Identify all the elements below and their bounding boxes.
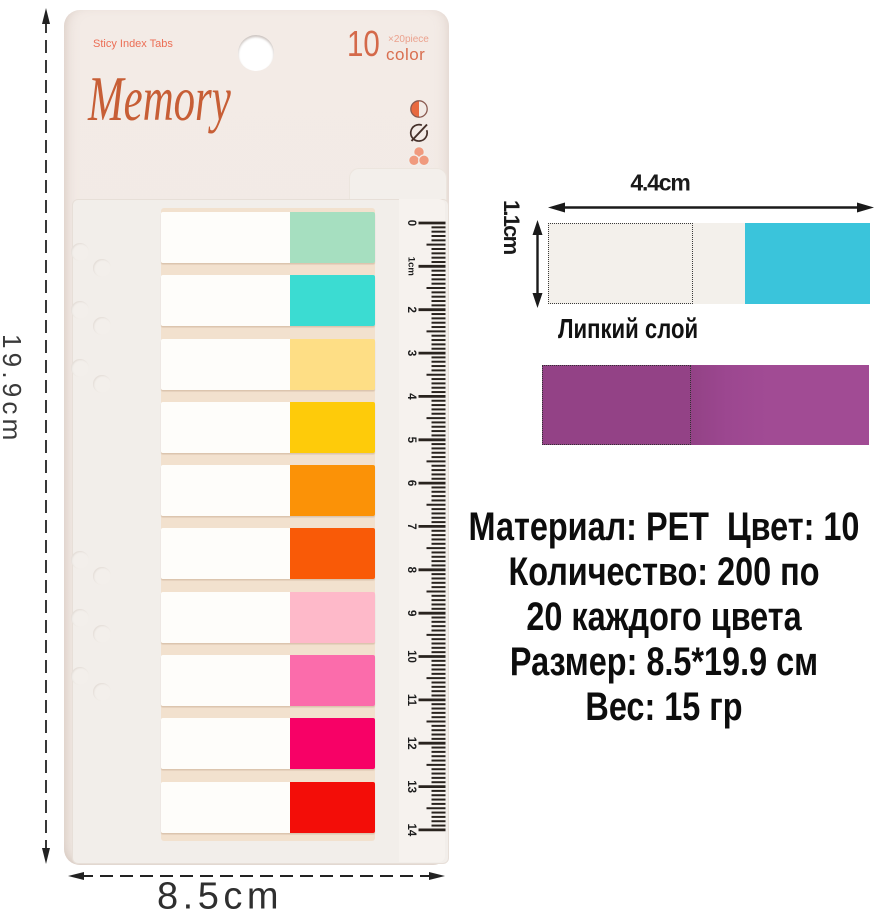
svg-text:0: 0 — [405, 220, 417, 226]
svg-text:14: 14 — [405, 824, 417, 837]
svg-text:8: 8 — [405, 567, 417, 574]
svg-text:5: 5 — [405, 437, 417, 444]
svg-text:13: 13 — [405, 780, 417, 793]
svg-text:10: 10 — [405, 650, 417, 663]
svg-text:9: 9 — [405, 610, 417, 616]
svg-text:4: 4 — [405, 393, 417, 400]
svg-text:1cm: 1cm — [406, 257, 417, 276]
svg-text:3: 3 — [405, 350, 417, 356]
svg-text:2: 2 — [405, 306, 417, 312]
svg-text:6: 6 — [405, 480, 417, 486]
svg-text:7: 7 — [405, 523, 417, 529]
svg-text:11: 11 — [405, 694, 417, 707]
svg-text:12: 12 — [405, 737, 417, 750]
